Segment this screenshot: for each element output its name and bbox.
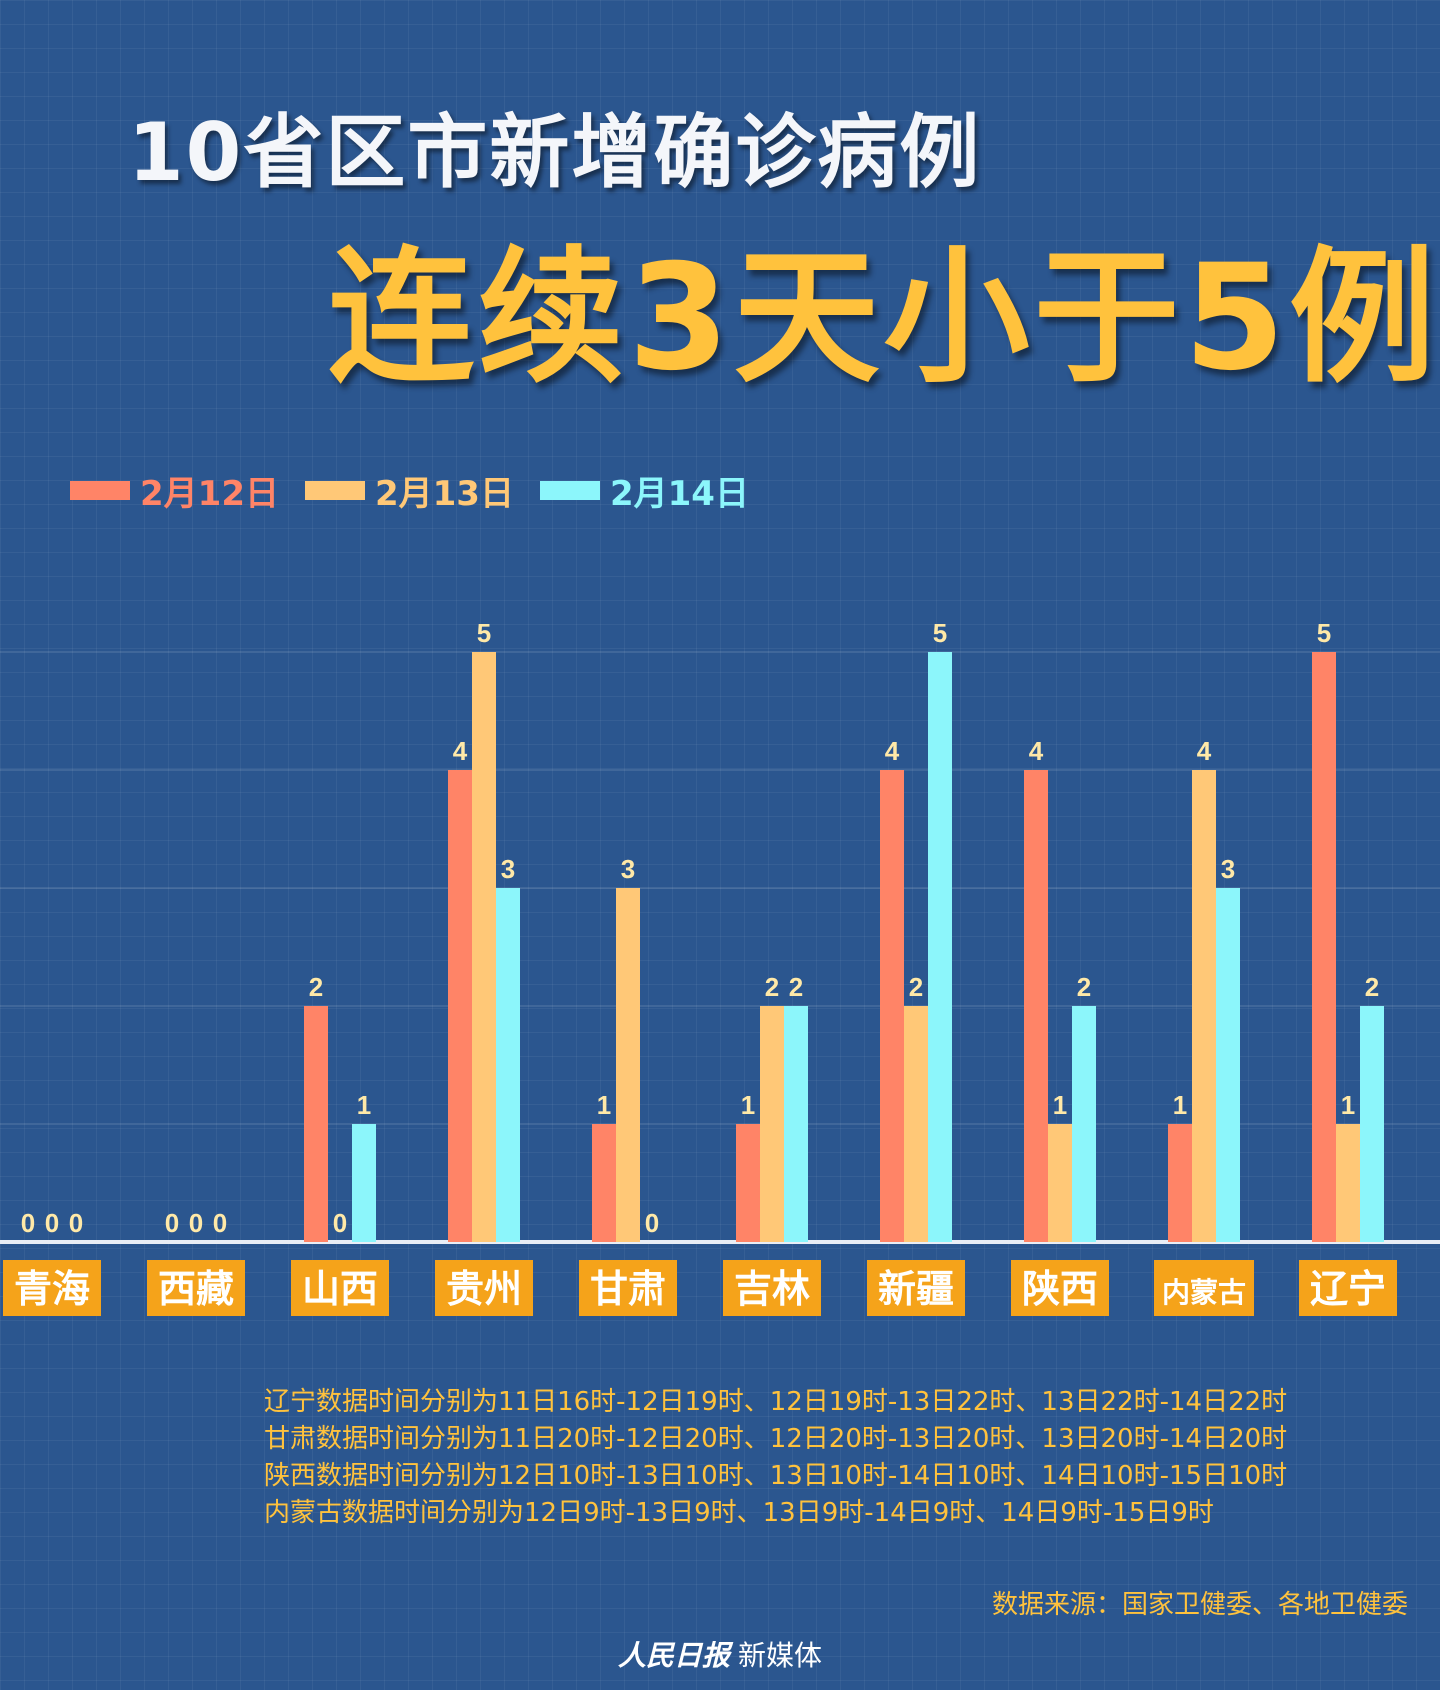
category-label: 吉林 xyxy=(734,1267,810,1311)
note-liaoning: 辽宁数据时间分别为11日16时-12日19时、12日19时-13日22时、13日… xyxy=(264,1387,1288,1417)
bar xyxy=(616,888,640,1242)
bar-value-label: 1 xyxy=(1053,1090,1067,1120)
bar xyxy=(1192,770,1216,1242)
bar xyxy=(1168,1124,1192,1242)
bar xyxy=(592,1124,616,1242)
category-label: 新疆 xyxy=(878,1267,954,1311)
category-label-bg xyxy=(867,1260,965,1316)
category-label-bg xyxy=(723,1260,821,1316)
bar-value-label: 0 xyxy=(69,1208,83,1238)
bar-value-label: 0 xyxy=(213,1208,227,1238)
chart-title: 10省区市新增确诊病例 xyxy=(128,106,982,199)
bar xyxy=(736,1124,760,1242)
legend-swatch-feb13 xyxy=(304,481,365,500)
bar-value-label: 3 xyxy=(621,854,635,884)
bar-value-label: 4 xyxy=(1029,736,1044,766)
bar-value-label: 5 xyxy=(1317,618,1331,648)
category-label: 山西 xyxy=(302,1267,378,1311)
category-label: 贵州 xyxy=(446,1267,522,1311)
note-inner-mongolia: 内蒙古数据时间分别为12日9时-13日9时、13日9时-14日9时、14日9时-… xyxy=(264,1498,1214,1528)
category-label: 陕西 xyxy=(1022,1267,1098,1311)
note-gansu: 甘肃数据时间分别为11日20时-12日20时、12日20时-13日20时、13日… xyxy=(264,1424,1288,1454)
bar-value-label: 1 xyxy=(741,1090,755,1120)
category-label-bg xyxy=(147,1260,245,1316)
data-time-notes: 辽宁数据时间分别为11日16时-12日19时、12日19时-13日22时、13日… xyxy=(264,1384,1287,1532)
legend-item-feb13: 2月13日 xyxy=(304,466,514,515)
bar-value-label: 3 xyxy=(1221,854,1235,884)
bar-value-label: 2 xyxy=(309,972,323,1002)
bar xyxy=(496,888,520,1242)
bar-value-label: 1 xyxy=(357,1090,371,1120)
bar-value-label: 0 xyxy=(189,1208,203,1238)
category-label-bg xyxy=(1299,1260,1397,1316)
bar xyxy=(1024,770,1048,1242)
category-label: 辽宁 xyxy=(1310,1267,1386,1311)
bar-value-label: 0 xyxy=(45,1208,59,1238)
category-label-bg xyxy=(1011,1260,1109,1316)
brand-suffix: 新媒体 xyxy=(738,1639,823,1672)
category-label-bg xyxy=(435,1260,533,1316)
bar-value-label: 0 xyxy=(165,1208,179,1238)
legend-swatch-feb12 xyxy=(70,481,130,500)
category-label-bg xyxy=(3,1260,101,1316)
category-label-bg xyxy=(291,1260,389,1316)
category-label: 西藏 xyxy=(158,1267,234,1311)
bar xyxy=(760,1006,784,1242)
bar xyxy=(1072,1006,1096,1242)
bar xyxy=(1216,888,1240,1242)
bar-value-label: 2 xyxy=(765,972,779,1002)
chart-subtitle: 连续3天小于5例 xyxy=(328,233,1440,403)
category-label: 内蒙古 xyxy=(1162,1276,1246,1309)
bar-value-label: 5 xyxy=(933,618,947,648)
bar xyxy=(352,1124,376,1242)
bar-value-label: 2 xyxy=(1365,972,1379,1002)
bar xyxy=(880,770,904,1242)
bar-value-label: 3 xyxy=(501,854,515,884)
footer-brand: 人民日报 新媒体 xyxy=(0,1634,1440,1674)
bar-value-label: 4 xyxy=(453,736,468,766)
bar-value-label: 0 xyxy=(645,1208,659,1238)
category-label-bg xyxy=(579,1260,677,1316)
bar-value-label: 2 xyxy=(1077,972,1091,1002)
category-label: 甘肃 xyxy=(590,1267,666,1311)
category-label-bg xyxy=(1154,1260,1254,1316)
bar-value-label: 0 xyxy=(333,1208,347,1238)
bar xyxy=(784,1006,808,1242)
bar xyxy=(904,1006,928,1242)
legend-item-feb12: 2月12日 xyxy=(70,466,279,515)
brand-logo: 人民日报 xyxy=(617,1639,730,1672)
legend: 2月12日 2月13日 2月14日 xyxy=(70,466,749,515)
bar-value-label: 0 xyxy=(21,1208,35,1238)
bar xyxy=(1048,1124,1072,1242)
bar xyxy=(304,1006,328,1242)
legend-item-feb14: 2月14日 xyxy=(539,466,749,515)
bar-value-label: 2 xyxy=(909,972,923,1002)
bar xyxy=(1336,1124,1360,1242)
bar xyxy=(1312,652,1336,1242)
data-source: 数据来源：国家卫健委、各地卫健委 xyxy=(991,1590,1408,1620)
bar-value-label: 2 xyxy=(789,972,803,1002)
category-label: 青海 xyxy=(14,1267,90,1311)
legend-label-feb12: 2月12日 xyxy=(140,474,279,514)
bar-value-label: 5 xyxy=(477,618,491,648)
bar-value-label: 4 xyxy=(885,736,900,766)
legend-label-feb14: 2月14日 xyxy=(609,474,749,514)
legend-swatch-feb14 xyxy=(539,481,600,500)
bar-value-label: 1 xyxy=(597,1090,611,1120)
bar xyxy=(928,652,952,1242)
bar xyxy=(448,770,472,1242)
bar-value-label: 4 xyxy=(1197,736,1212,766)
legend-label-feb13: 2月13日 xyxy=(374,474,514,514)
note-shaanxi: 陕西数据时间分别为12日10时-13日10时、13日10时-14日10时、14日… xyxy=(264,1461,1288,1491)
bar-value-label: 1 xyxy=(1173,1090,1187,1120)
bar-value-label: 1 xyxy=(1341,1090,1355,1120)
bar xyxy=(472,652,496,1242)
bar xyxy=(1360,1006,1384,1242)
